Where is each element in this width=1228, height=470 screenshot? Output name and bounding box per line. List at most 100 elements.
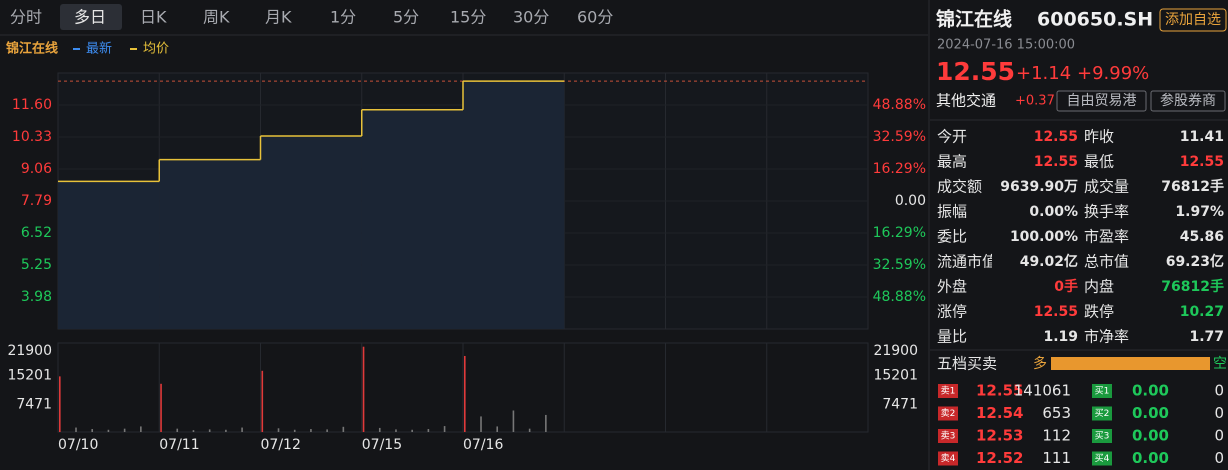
tag-frame[interactable] [1150, 90, 1226, 112]
book-title: 五档买卖 [937, 355, 997, 373]
timestamp: 2024-07-16 15:00:00 [937, 38, 1075, 53]
stat-label: 最高 [937, 153, 967, 171]
y-tick-label: 7.79 [21, 193, 52, 209]
badge [938, 406, 958, 421]
stat-label: 昨收 [1084, 128, 1114, 146]
volume-bar [427, 429, 430, 432]
badge [1092, 451, 1112, 466]
ask-level: 卖4 [941, 453, 956, 464]
tab[interactable]: 月K [265, 8, 292, 27]
bid-price: 0.00 [1132, 382, 1169, 400]
badge [1092, 429, 1112, 443]
tab[interactable]: 多日 [74, 8, 106, 27]
stat-value: 12.55 [1180, 154, 1224, 170]
button-frame[interactable] [1159, 8, 1227, 32]
volume-bar [293, 429, 296, 432]
tab[interactable]: 周K [203, 8, 230, 27]
y2-tick-label: 21900 [873, 343, 918, 359]
stat-value: 0手 [1054, 278, 1078, 295]
y-tick-label: 9.06 [21, 161, 52, 177]
tab[interactable]: 15分 [450, 8, 486, 27]
tab[interactable]: 30分 [513, 8, 549, 27]
price: 12.55 [936, 57, 1015, 86]
tab[interactable]: 60分 [577, 8, 613, 27]
stat-value: 0.00% [1029, 204, 1078, 220]
stat-label: 委比 [937, 228, 967, 246]
ask-level: 卖3 [941, 431, 956, 442]
stat-value: 69.23亿 [1166, 253, 1224, 270]
y2-tick-label: 16.29% [873, 225, 926, 241]
bid-label: 多 [1033, 355, 1047, 372]
x-tick-label: 07/12 [261, 437, 301, 453]
bid-volume: 0 [1214, 382, 1224, 400]
stat-value: 9639.90万 [1000, 179, 1078, 195]
volume-bar [395, 429, 397, 432]
volume-bar [326, 429, 328, 432]
x-tick-label: 07/15 [362, 437, 402, 453]
y2-tick-label: 32.59% [873, 257, 926, 273]
stock-name: 锦江在线 [936, 8, 1012, 31]
volume-bar [443, 426, 446, 432]
volume-bar [91, 429, 94, 432]
volume-bar [464, 355, 466, 432]
tag[interactable]: 参股券商 [1160, 92, 1216, 109]
stat-value: 49.02亿 [1020, 253, 1078, 270]
ask-volume: 141061 [1014, 382, 1071, 400]
stat-label: 换手率 [1084, 203, 1129, 221]
tab[interactable]: 分时 [10, 8, 42, 27]
volume-bar [225, 429, 227, 432]
bid-level: 买2 [1095, 408, 1110, 419]
y2-tick-label: 48.88% [873, 289, 926, 305]
stat-label: 内盘 [1084, 278, 1114, 296]
stat-value: 45.86 [1180, 229, 1224, 245]
ask-price: 12.53 [976, 427, 1023, 445]
volume-bar [160, 383, 162, 432]
y-tick-label: 5.25 [21, 257, 52, 273]
stat-label: 最低 [1084, 153, 1114, 171]
tab[interactable]: 日K [140, 8, 167, 27]
stat-label: 总市值 [1084, 253, 1129, 271]
stat-value: 1.77 [1189, 329, 1224, 345]
volume-bar [277, 428, 280, 432]
badge [1092, 384, 1112, 398]
bid-volume: 0 [1214, 427, 1224, 445]
sector: 其他交通 [936, 92, 996, 110]
badge [938, 429, 958, 443]
tag-frame[interactable] [1056, 90, 1147, 112]
tab-bg [60, 4, 122, 30]
ask-price: 12.52 [976, 449, 1023, 467]
ask-volume: 111 [1042, 449, 1071, 467]
stat-label: 流通市值 [937, 253, 997, 271]
add-button[interactable]: 添加自选 [1165, 12, 1221, 28]
stat-label: 今开 [937, 128, 967, 146]
y2-tick-label: 32.59% [873, 129, 926, 145]
stat-value: 76812手 [1161, 178, 1224, 195]
stat-value: 11.41 [1180, 129, 1224, 145]
tab[interactable]: 5分 [393, 8, 419, 27]
volume-bar [496, 426, 499, 432]
volume-bar [362, 346, 365, 432]
bid-level: 买4 [1095, 453, 1110, 464]
area-segment [58, 181, 160, 329]
badge [1092, 406, 1112, 421]
stat-label: 成交额 [937, 178, 982, 196]
tag[interactable]: 自由贸易港 [1067, 93, 1137, 109]
y2-tick-label: 0.00 [895, 193, 926, 209]
change-pct: +9.99% [1077, 63, 1149, 84]
y-tick-label: 15201 [7, 368, 52, 384]
volume-bar [310, 429, 312, 432]
ask-price: 12.54 [976, 404, 1023, 422]
stat-label: 涨停 [937, 303, 967, 321]
ask-label: 空 [1213, 356, 1227, 372]
stat-value: 76812手 [1161, 278, 1224, 295]
volume-bar [411, 429, 413, 432]
stat-value: 1.97% [1175, 204, 1224, 220]
tab[interactable]: 1分 [330, 8, 356, 27]
stat-value: 12.55 [1034, 304, 1078, 320]
volume-bar [545, 414, 547, 432]
volume-bar [192, 430, 195, 432]
y2-tick-label: 16.29% [873, 161, 926, 177]
bid-price: 0.00 [1132, 404, 1169, 422]
stat-label: 成交量 [1084, 178, 1129, 196]
